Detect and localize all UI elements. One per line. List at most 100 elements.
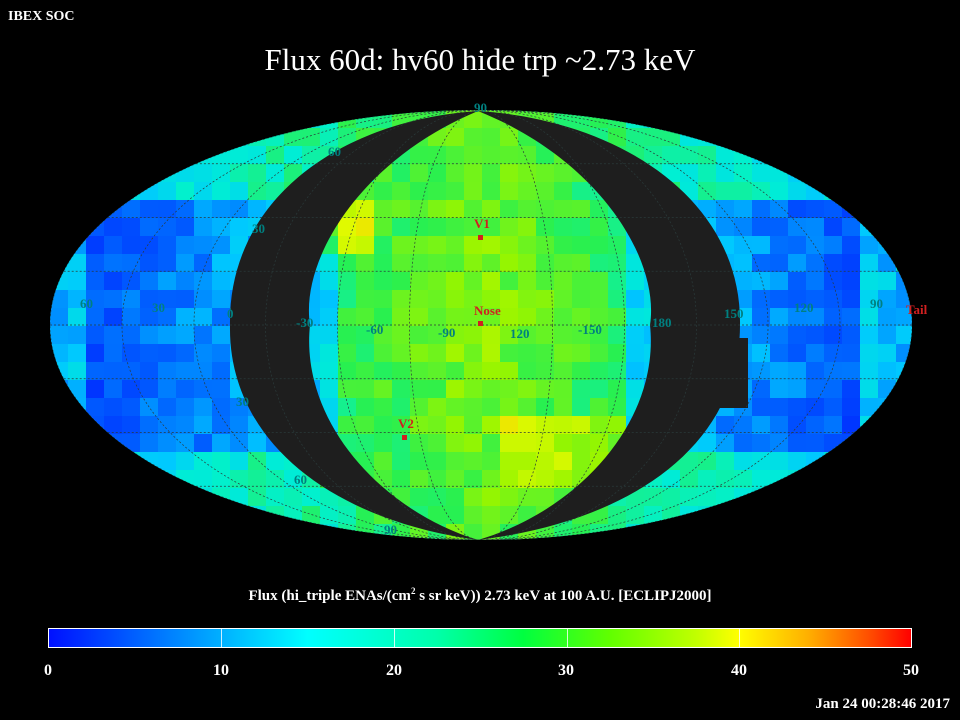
flux-pixel bbox=[320, 380, 338, 398]
flux-pixel bbox=[500, 128, 518, 146]
flux-pixel bbox=[626, 272, 644, 290]
flux-pixel bbox=[392, 380, 410, 398]
flux-pixel bbox=[734, 200, 752, 218]
flux-pixel bbox=[608, 416, 626, 434]
flux-pixel bbox=[356, 434, 374, 452]
flux-pixel bbox=[824, 236, 842, 254]
lat-label-90-bottom: 90 bbox=[384, 522, 397, 537]
flux-pixel bbox=[140, 182, 158, 200]
flux-pixel bbox=[626, 290, 644, 308]
flux-pixel bbox=[806, 344, 824, 362]
flux-pixel bbox=[608, 326, 626, 344]
flux-pixel bbox=[518, 452, 536, 470]
flux-pixel bbox=[194, 200, 212, 218]
flux-pixel bbox=[770, 344, 788, 362]
flux-pixel bbox=[608, 290, 626, 308]
flux-pixel bbox=[824, 218, 842, 236]
flux-pixel bbox=[158, 326, 176, 344]
flux-pixel bbox=[500, 164, 518, 182]
flux-pixel bbox=[122, 218, 140, 236]
flux-pixel bbox=[626, 380, 644, 398]
flux-pixel bbox=[482, 506, 500, 524]
flux-pixel bbox=[176, 254, 194, 272]
flux-pixel bbox=[320, 506, 338, 524]
flux-pixel bbox=[770, 182, 788, 200]
flux-pixel bbox=[212, 470, 230, 488]
flux-pixel bbox=[140, 308, 158, 326]
flux-pixel bbox=[608, 272, 626, 290]
flux-pixel bbox=[122, 290, 140, 308]
flux-pixel bbox=[374, 434, 392, 452]
flux-pixel bbox=[320, 254, 338, 272]
flux-pixel bbox=[428, 452, 446, 470]
flux-pixel bbox=[554, 524, 572, 540]
flux-pixel bbox=[158, 344, 176, 362]
flux-pixel bbox=[356, 524, 374, 540]
flux-pixel bbox=[428, 200, 446, 218]
flux-pixel bbox=[68, 290, 86, 308]
flux-pixel bbox=[212, 380, 230, 398]
flux-pixel bbox=[410, 200, 428, 218]
flux-pixel bbox=[428, 182, 446, 200]
flux-pixel bbox=[158, 236, 176, 254]
flux-pixel bbox=[752, 398, 770, 416]
flux-pixel bbox=[698, 470, 716, 488]
flux-pixel bbox=[716, 164, 734, 182]
flux-pixel bbox=[230, 398, 248, 416]
flux-pixel bbox=[158, 272, 176, 290]
flux-pixel bbox=[410, 362, 428, 380]
flux-pixel bbox=[428, 308, 446, 326]
flux-pixel bbox=[410, 236, 428, 254]
flux-pixel bbox=[464, 200, 482, 218]
flux-pixel bbox=[464, 380, 482, 398]
flux-pixel bbox=[644, 146, 662, 164]
flux-pixel bbox=[374, 182, 392, 200]
flux-pixel bbox=[752, 362, 770, 380]
flux-pixel bbox=[158, 164, 176, 182]
flux-pixel bbox=[680, 488, 698, 506]
flux-pixel bbox=[410, 146, 428, 164]
flux-pixel bbox=[842, 416, 860, 434]
flux-pixel bbox=[356, 308, 374, 326]
flux-pixel bbox=[590, 344, 608, 362]
flux-pixel bbox=[698, 488, 716, 506]
flux-pixel bbox=[698, 146, 716, 164]
flux-pixel bbox=[284, 164, 302, 182]
lon-label-120-right: 120 bbox=[794, 300, 814, 315]
flux-pixel bbox=[338, 128, 356, 146]
flux-pixel bbox=[788, 290, 806, 308]
flux-pixel bbox=[410, 488, 428, 506]
flux-pixel bbox=[122, 254, 140, 272]
flux-pixel bbox=[338, 362, 356, 380]
flux-pixel bbox=[86, 236, 104, 254]
flux-pixel bbox=[194, 290, 212, 308]
flux-pixel bbox=[500, 452, 518, 470]
flux-pixel bbox=[500, 398, 518, 416]
flux-pixel bbox=[482, 254, 500, 272]
flux-pixel bbox=[176, 182, 194, 200]
flux-pixel bbox=[680, 452, 698, 470]
flux-pixel bbox=[482, 308, 500, 326]
flux-pixel bbox=[680, 146, 698, 164]
flux-pixel bbox=[788, 164, 806, 182]
flux-pixel bbox=[518, 308, 536, 326]
flux-pixel bbox=[104, 344, 122, 362]
flux-pixel bbox=[320, 344, 338, 362]
flux-pixel bbox=[104, 398, 122, 416]
flux-pixel bbox=[302, 128, 320, 146]
flux-pixel bbox=[410, 434, 428, 452]
flux-pixel bbox=[572, 452, 590, 470]
flux-pixel bbox=[356, 272, 374, 290]
flux-pixel bbox=[752, 308, 770, 326]
flux-pixel bbox=[734, 416, 752, 434]
flux-pixel bbox=[194, 272, 212, 290]
flux-pixel bbox=[266, 452, 284, 470]
flux-pixel bbox=[842, 362, 860, 380]
map-pixels bbox=[50, 110, 912, 540]
flux-pixel bbox=[536, 182, 554, 200]
flux-pixel bbox=[428, 146, 446, 164]
flux-pixel bbox=[590, 398, 608, 416]
flux-pixel bbox=[392, 434, 410, 452]
flux-pixel bbox=[50, 380, 68, 398]
flux-pixel bbox=[374, 344, 392, 362]
